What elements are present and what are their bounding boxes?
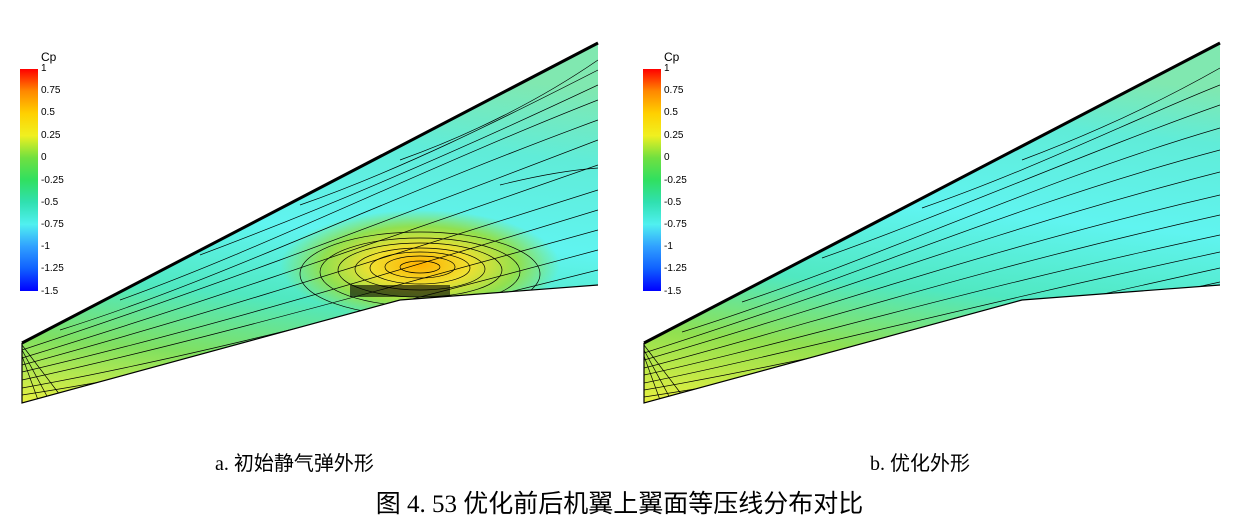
colorbar-tick: 0 xyxy=(664,152,670,163)
figure-caption: 图 4. 53 优化前后机翼上翼面等压线分布对比 xyxy=(375,491,864,518)
colorbar-tick: 0.25 xyxy=(41,130,61,141)
colorbar-tick: -0.5 xyxy=(41,197,59,208)
colorbar-tick: 0.75 xyxy=(664,85,684,96)
wing-surface-b xyxy=(644,43,1220,403)
colorbar-b xyxy=(643,69,661,291)
panel-b-caption: b. 优化外形 xyxy=(870,453,970,475)
colorbar-tick: 0.5 xyxy=(41,107,55,118)
colorbar-tick: 1 xyxy=(41,63,47,74)
colorbar-tick: -0.75 xyxy=(664,219,687,230)
colorbar-tick: -0.5 xyxy=(664,197,682,208)
colorbar-tick: -1.25 xyxy=(664,263,687,274)
colorbar-tick: -0.25 xyxy=(664,175,687,186)
colorbar-a xyxy=(20,69,38,291)
colorbar-tick: 0 xyxy=(41,152,47,163)
colorbar-tick: 1 xyxy=(664,63,670,74)
colorbar-tick: -1.5 xyxy=(664,286,682,297)
panel-a-caption: a. 初始静气弹外形 xyxy=(215,453,374,475)
colorbar-tick: -0.75 xyxy=(41,219,64,230)
wing-contour-plot-a xyxy=(20,41,599,404)
panel-b: Cp 1 0.75 0.5 0.25 0 -0.25 -0.5 -0.75 -1… xyxy=(622,0,1239,420)
colorbar-tick: -1 xyxy=(664,241,673,252)
panel-a: Cp 1 0.75 0.5 0.25 0 -0.25 -0.5 -0.75 -1… xyxy=(0,0,620,420)
colorbar-tick: -1 xyxy=(41,241,50,252)
colorbar-title: Cp xyxy=(664,50,680,64)
colorbar-tick: 0.5 xyxy=(664,107,678,118)
colorbar-tick: 0.75 xyxy=(41,85,61,96)
colorbar-tick: -0.25 xyxy=(41,175,64,186)
colorbar-tick: 0.25 xyxy=(664,130,684,141)
colorbar-tick: -1.25 xyxy=(41,263,64,274)
colorbar-title: Cp xyxy=(41,50,57,64)
colorbar-tick: -1.5 xyxy=(41,286,59,297)
wing-contour-plot-b xyxy=(643,41,1221,404)
